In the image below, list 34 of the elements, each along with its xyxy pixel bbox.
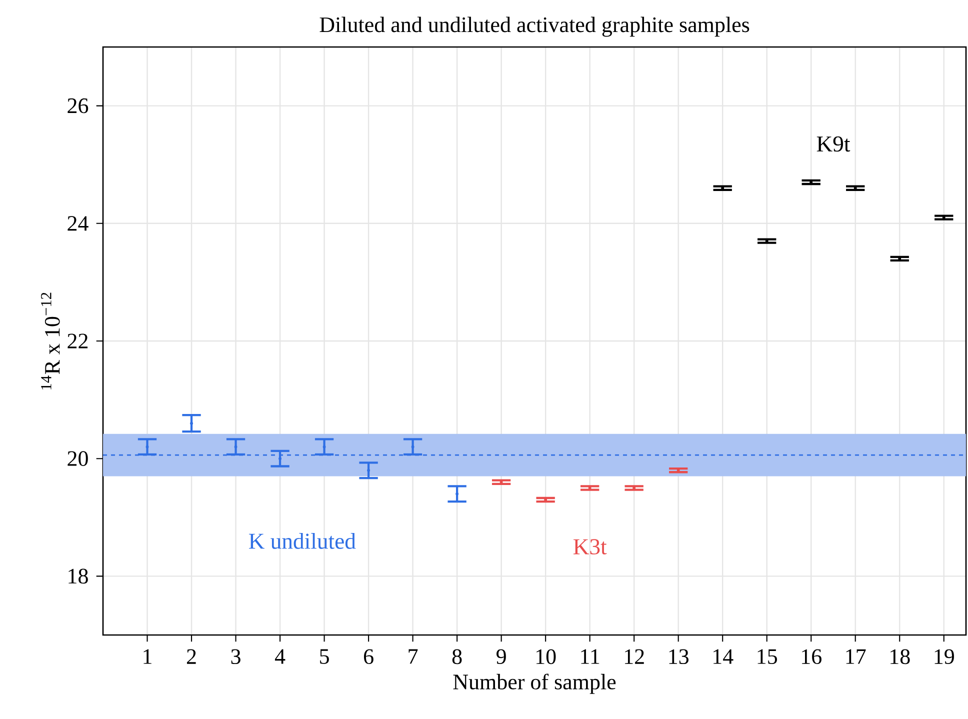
x-tick-label: 15: [758, 649, 777, 664]
y-axis-title: $^{14}$R x 10$^{−12}$: [41, 292, 60, 390]
y-tick-label: 20: [68, 451, 88, 466]
x-tick-label: 18: [890, 649, 910, 664]
x-tick-label: 5: [320, 649, 329, 664]
x-tick-label: 14: [714, 649, 734, 664]
x-tick-label: 1: [144, 649, 152, 664]
x-tick-label: 11: [581, 649, 600, 664]
x-tick-label: 8: [452, 649, 462, 664]
y-tick-label: 22: [68, 334, 88, 348]
series-label: K9t: [816, 136, 850, 152]
x-tick-label: 4: [274, 649, 286, 664]
x-tick-label: 6: [364, 649, 374, 664]
point: [411, 445, 414, 448]
point: [234, 445, 238, 448]
x-tick-label: 3: [231, 649, 240, 664]
point: [322, 445, 326, 448]
x-tick-label: 7: [408, 649, 418, 664]
x-tick-label: 12: [625, 649, 644, 664]
x-tick-label: 9: [496, 649, 506, 664]
y-tick-label: 24: [68, 216, 88, 231]
y-tick-label: 18: [68, 568, 88, 584]
point: [146, 445, 149, 448]
x-tick-label: 13: [669, 649, 688, 664]
text: K3t: [573, 539, 607, 554]
chart-title: Diluted and undiluted activated graphite samples: [320, 16, 750, 37]
x-tick-label: 16: [802, 649, 822, 664]
x-tick-label: 10: [536, 649, 556, 664]
text: K undiluted: [248, 532, 356, 549]
x-tick-label: 2: [186, 649, 196, 664]
x-tick-label: 19: [934, 649, 954, 664]
x-tick-label: 17: [846, 649, 866, 664]
x-axis-title: Number of sample: [453, 674, 616, 694]
y-tick-label: 26: [68, 98, 88, 114]
